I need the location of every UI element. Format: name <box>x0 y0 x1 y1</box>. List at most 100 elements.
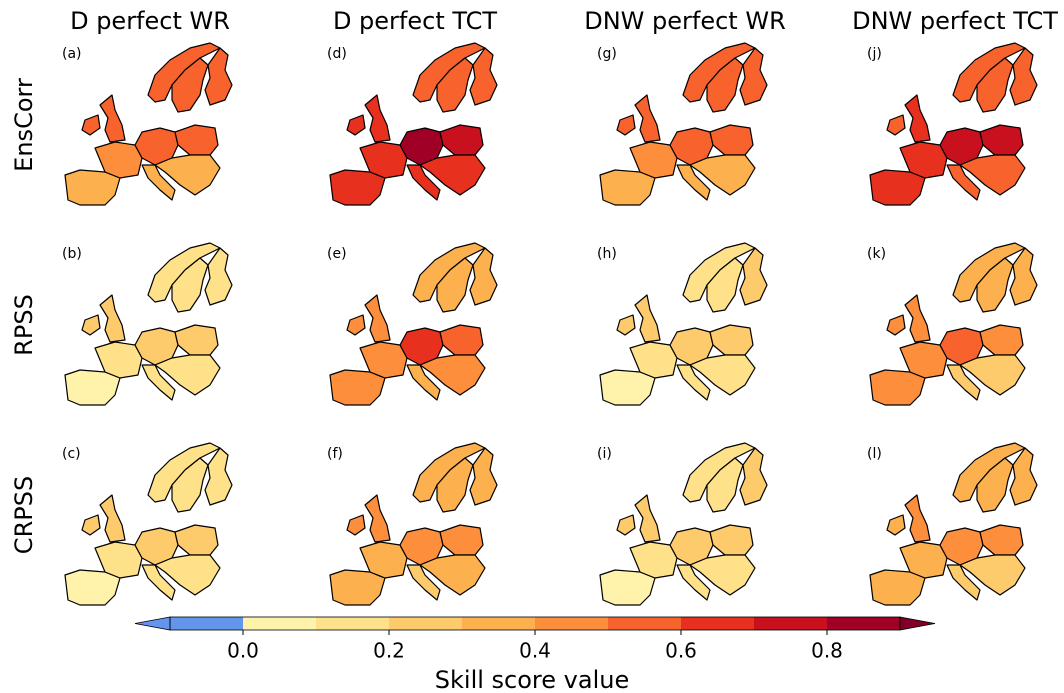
region <box>676 364 711 401</box>
region <box>439 124 484 156</box>
region <box>439 324 484 356</box>
colorbar-tick-label: 0.4 <box>519 639 551 663</box>
map-panel <box>599 42 768 206</box>
column-title: D perfect TCT <box>333 7 497 35</box>
row-label: EnsCorr <box>10 78 38 172</box>
map-panel <box>64 42 233 206</box>
region <box>689 154 756 196</box>
colorbar-bin <box>462 617 535 630</box>
panel-label: (j) <box>867 46 882 62</box>
panel-label: (e) <box>327 246 347 262</box>
region <box>676 164 711 201</box>
region <box>99 94 126 143</box>
region <box>629 341 678 379</box>
region <box>81 514 101 536</box>
region <box>141 364 176 401</box>
region <box>329 569 386 606</box>
region <box>419 154 486 196</box>
region <box>976 257 1014 313</box>
region <box>689 554 756 596</box>
region <box>99 494 126 543</box>
colorbar-bin <box>170 617 243 630</box>
region <box>359 141 408 179</box>
column-title: D perfect WR <box>70 7 230 35</box>
region <box>706 457 744 513</box>
region <box>709 524 754 556</box>
region <box>81 314 101 336</box>
region <box>629 141 678 179</box>
region <box>676 564 711 601</box>
region <box>1009 247 1038 306</box>
panel-label: (g) <box>597 46 617 62</box>
region <box>869 169 926 206</box>
region <box>899 141 948 179</box>
colorbar-bin <box>754 617 827 630</box>
region <box>64 569 121 606</box>
map-panel <box>869 42 1038 206</box>
colorbar-under <box>134 616 171 631</box>
panel-label: (k) <box>867 246 886 262</box>
region <box>171 457 209 513</box>
region <box>904 294 931 343</box>
column-title: DNW perfect TCT <box>852 7 1058 35</box>
region <box>94 341 143 379</box>
region <box>634 294 661 343</box>
region <box>419 554 486 596</box>
region <box>599 369 656 406</box>
region <box>869 369 926 406</box>
region <box>629 541 678 579</box>
map-panel <box>329 442 498 606</box>
panel-label: (b) <box>62 246 82 262</box>
panel-label: (d) <box>327 46 347 62</box>
region <box>959 554 1026 596</box>
region <box>364 94 391 143</box>
colorbar-tick-label: 0.6 <box>665 639 697 663</box>
region <box>346 114 366 136</box>
row-label: CRPSS <box>10 476 38 554</box>
region <box>689 354 756 396</box>
colorbar-tick-label: 0.0 <box>227 639 259 663</box>
map-panel <box>329 242 498 406</box>
colorbar-label: Skill score value <box>435 666 629 693</box>
region <box>64 369 121 406</box>
region <box>436 57 474 113</box>
region <box>469 247 498 306</box>
region <box>439 524 484 556</box>
region <box>1009 447 1038 506</box>
region <box>706 57 744 113</box>
region <box>406 364 441 401</box>
region <box>469 47 498 106</box>
region <box>204 447 233 506</box>
region <box>979 124 1024 156</box>
map-panel <box>869 242 1038 406</box>
region <box>99 294 126 343</box>
region <box>959 154 1026 196</box>
region <box>346 514 366 536</box>
colorbar-bin <box>535 617 608 630</box>
region <box>364 294 391 343</box>
region <box>359 341 408 379</box>
region <box>886 514 906 536</box>
region <box>406 564 441 601</box>
region <box>959 354 1026 396</box>
map-panel <box>599 242 768 406</box>
map-panel <box>329 42 498 206</box>
colorbar-bin <box>243 617 316 630</box>
region <box>599 169 656 206</box>
colorbar-bin <box>827 617 900 630</box>
region <box>419 354 486 396</box>
colorbar-bin <box>316 617 389 630</box>
panel-label: (f) <box>327 446 343 462</box>
region <box>406 164 441 201</box>
region <box>436 257 474 313</box>
panel-label: (c) <box>62 446 81 462</box>
region <box>979 524 1024 556</box>
region <box>64 169 121 206</box>
region <box>436 457 474 513</box>
map-panel <box>64 442 233 606</box>
region <box>706 257 744 313</box>
region <box>899 541 948 579</box>
map-panel <box>64 242 233 406</box>
region <box>141 564 176 601</box>
region <box>976 457 1014 513</box>
